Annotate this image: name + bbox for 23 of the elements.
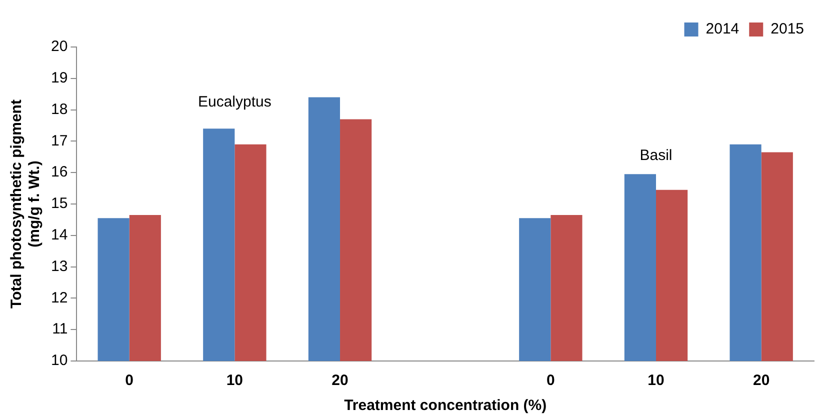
y-tick-label: 13 [50, 258, 68, 275]
y-tick-label: 11 [52, 320, 68, 338]
y-tick-label: 16 [50, 164, 68, 181]
y-tick-label: 17 [50, 132, 68, 150]
x-tick-label: 0 [125, 372, 134, 390]
x-axis-title: Treatment concentration (%) [344, 397, 547, 414]
y-tick-label: 15 [50, 195, 68, 212]
x-tick-label: 20 [752, 372, 770, 390]
y-tick-label: 19 [50, 70, 68, 87]
legend-label: 2015 [770, 20, 804, 38]
annotation: Basil [640, 146, 672, 164]
annotation: Eucalyptus [198, 93, 272, 110]
x-tick-label: 10 [226, 372, 244, 390]
y-tick-label: 20 [50, 38, 68, 56]
y-axis-title: Total photosynthetic pigment (mg/g f. Wt.) [8, 100, 44, 308]
x-tick-label: 10 [648, 372, 664, 390]
y-tick-label: 14 [50, 226, 68, 244]
x-tick-label: 0 [546, 372, 555, 390]
x-tick-label: 20 [332, 372, 348, 390]
y-tick-label: 10 [50, 352, 68, 370]
y-tick-label: 18 [50, 100, 68, 118]
legend-label: 2014 [706, 20, 740, 38]
y-tick-label: 12 [50, 289, 68, 306]
